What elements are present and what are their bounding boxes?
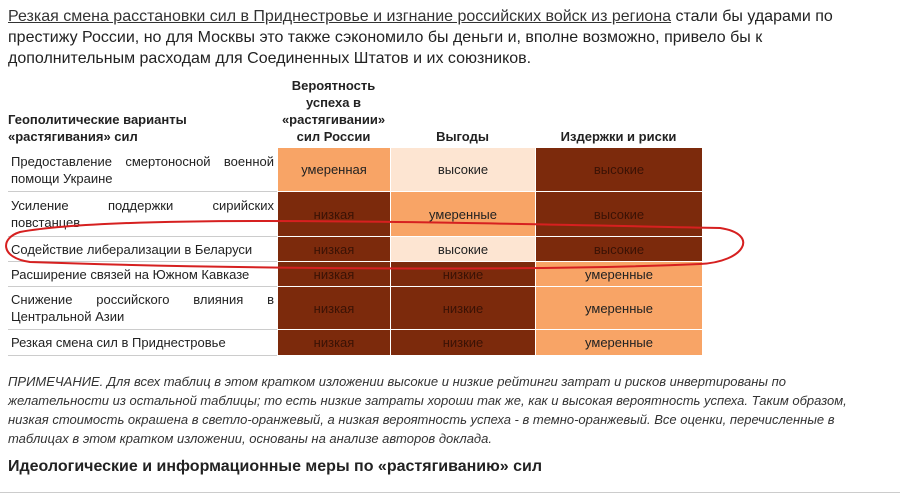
intro-link[interactable]: Резкая смена расстановки сил в Приднестр… [8,8,672,25]
section-heading: Идеологические и информационные меры по … [8,458,542,475]
intro-text: стали бы ударами по престижу России, но … [8,8,833,67]
row-label: Предоставление смертоносной военной помо… [8,148,277,192]
rating-cell: умеренная [277,148,390,192]
rating-cell: низкая [277,287,390,330]
row-label: Усиление поддержки сирийских повстанцев [8,192,277,237]
rating-cell: высокие [535,192,702,237]
rating-cell: низкие [390,262,535,287]
row-label: Содействие либерализации в Беларуси [8,237,277,262]
header-cell: Выгоды [436,129,489,144]
rating-cell: умеренные [535,287,702,330]
row-label: Резкая смена сил в Приднестровье [8,330,277,356]
rating-cell: умеренные [535,262,702,287]
rating-cell: высокие [535,237,702,262]
rating-cell: умеренные [390,192,535,237]
intro: Резкая смена расстановки сил в Приднестр… [8,6,878,69]
rating-cell: низкая [277,237,390,262]
rating-cell: низкая [277,192,390,237]
divider [0,492,900,493]
header-cell: Издержки и риски [560,129,677,144]
rating-cell: низкие [390,330,535,356]
row-label: Снижение российского влияния в Центральн… [8,287,277,330]
rating-cell: умеренные [535,330,702,356]
rating-cell: высокие [535,148,702,192]
rating-cell: высокие [390,148,535,192]
rating-cell: низкая [277,262,390,287]
header-cell: Геополитические варианты «растягивания» … [8,112,187,144]
rating-cell: высокие [390,237,535,262]
row-label: Расширение связей на Южном Кавказе [8,262,277,287]
header-cell: Вероятность успеха в «растягивании» сил … [281,78,386,144]
rating-cell: низкая [277,330,390,356]
note: ПРИМЕЧАНИЕ. Для всех таблиц в этом кратк… [8,374,847,446]
rating-cell: низкие [390,287,535,330]
